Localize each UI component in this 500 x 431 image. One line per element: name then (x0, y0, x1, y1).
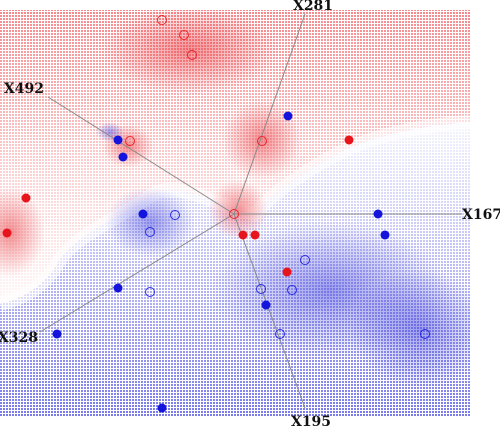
filled-point-negative-12 (113, 283, 123, 293)
filled-point-negative-11 (380, 230, 390, 240)
axis-line-x281 (233, 13, 306, 215)
filled-point-positive-4 (250, 230, 260, 240)
filled-point-positive-1 (2, 228, 12, 238)
filled-point-negative-8 (283, 111, 293, 121)
projection-axes (39, 13, 462, 409)
hollow-point-negative-8 (300, 255, 310, 265)
axis-line-x492 (47, 96, 235, 215)
hollow-point-positive-3 (125, 136, 135, 146)
hollow-point-negative-9 (145, 287, 155, 297)
hollow-point-negative-13 (420, 329, 430, 339)
filled-point-negative-14 (52, 329, 62, 339)
filled-point-negative-7 (118, 152, 128, 162)
data-points (2, 15, 430, 413)
hollow-point-negative-10 (256, 284, 266, 294)
axis-line-x328 (39, 213, 235, 333)
filled-point-positive-2 (344, 135, 354, 145)
filled-point-positive-5 (282, 267, 292, 277)
filled-point-negative-10 (373, 209, 383, 219)
hollow-point-positive-4 (257, 136, 267, 146)
filled-point-positive-0 (21, 193, 31, 203)
hollow-point-negative-11 (287, 285, 297, 295)
axis-label-x281: X281 (293, 0, 333, 14)
filled-point-negative-13 (261, 300, 271, 310)
axis-label-x328: X328 (0, 330, 38, 346)
hollow-point-negative-7 (145, 227, 155, 237)
filled-point-positive-3 (238, 230, 248, 240)
hollow-point-negative-6 (170, 210, 180, 220)
filled-point-negative-9 (138, 209, 148, 219)
axis-label-x492: X492 (4, 81, 44, 97)
hollow-point-positive-2 (187, 50, 197, 60)
background-field (0, 10, 470, 417)
hollow-point-positive-5 (229, 209, 239, 219)
filled-point-negative-15 (157, 403, 167, 413)
hollow-point-negative-12 (275, 329, 285, 339)
filled-point-negative-6 (113, 135, 123, 145)
axis-line-x195 (233, 213, 306, 409)
axis-label-x167: X167 (462, 207, 500, 223)
hollow-point-positive-0 (157, 15, 167, 25)
hollow-point-positive-1 (179, 30, 189, 40)
axis-label-x195: X195 (291, 414, 331, 427)
